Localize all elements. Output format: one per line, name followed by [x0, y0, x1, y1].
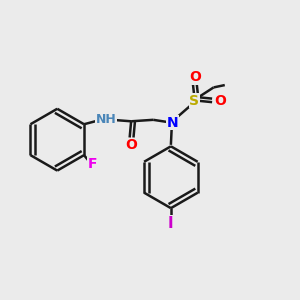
Text: N: N — [167, 116, 178, 130]
Text: O: O — [214, 94, 226, 108]
Text: I: I — [168, 216, 174, 231]
Text: F: F — [88, 157, 98, 171]
Text: O: O — [125, 138, 137, 152]
Text: NH: NH — [96, 113, 116, 126]
Text: O: O — [189, 70, 201, 84]
Text: S: S — [189, 94, 200, 108]
